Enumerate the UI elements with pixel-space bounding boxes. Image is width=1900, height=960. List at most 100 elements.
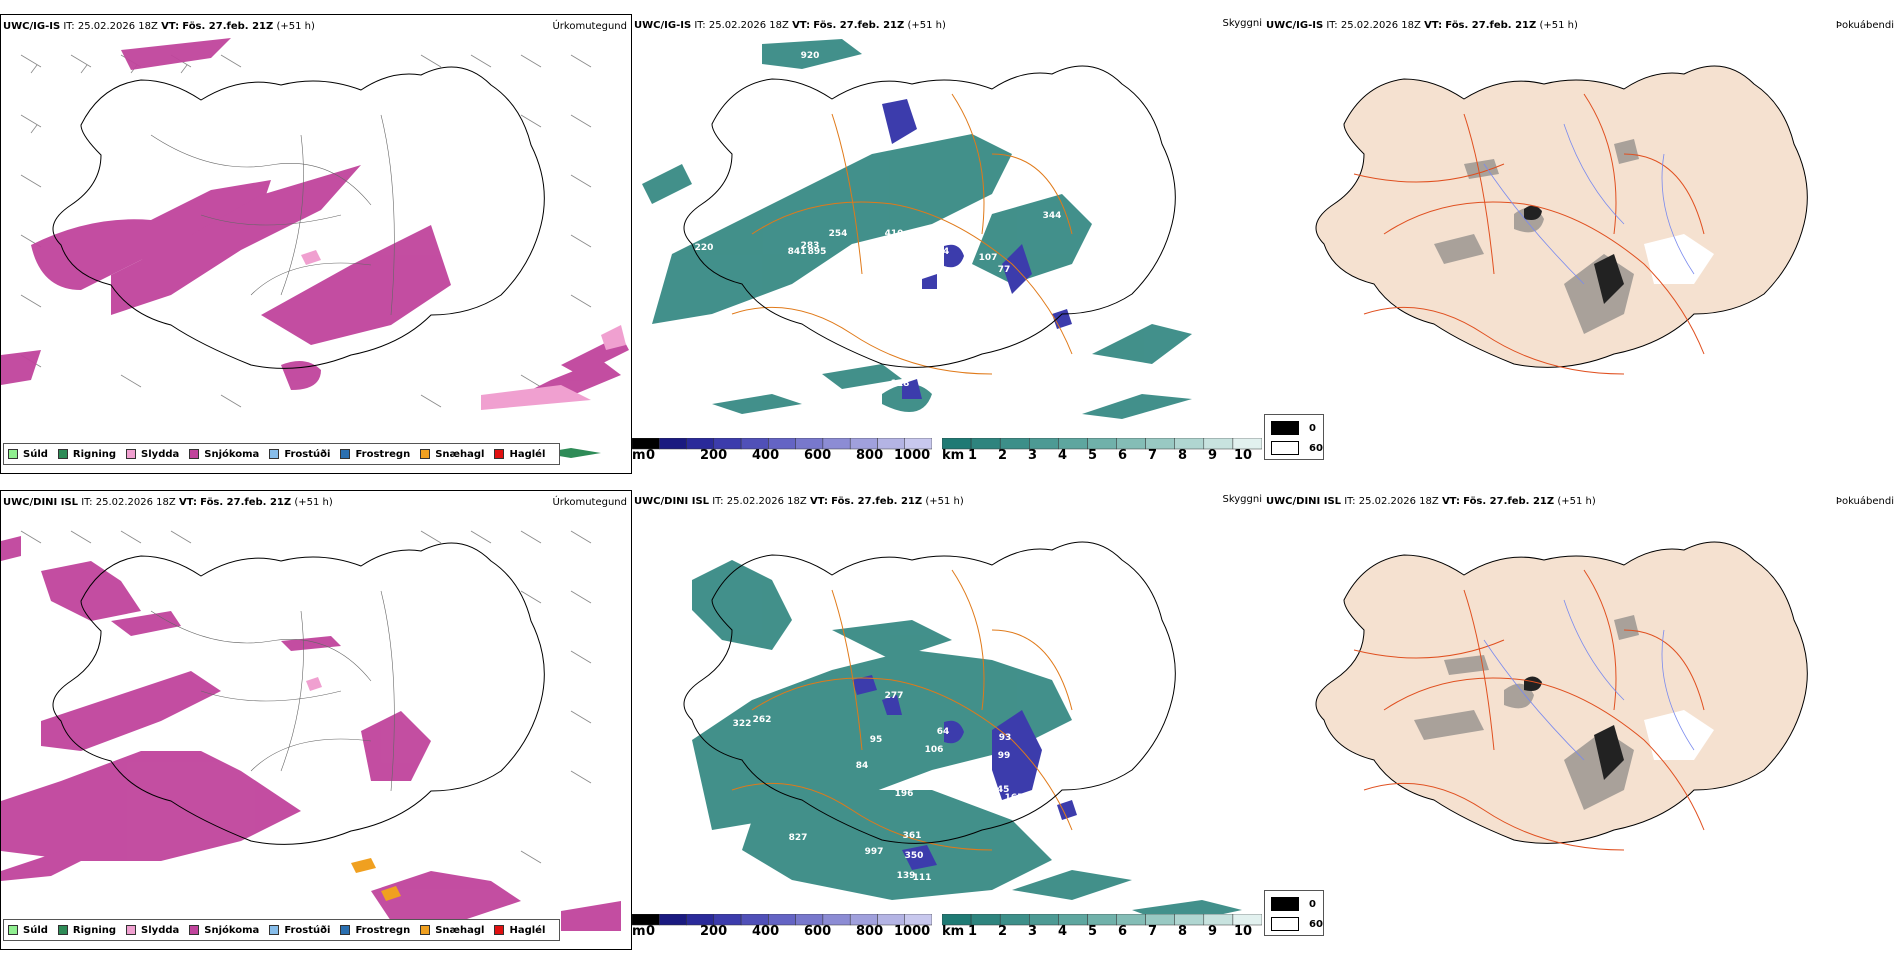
panel-title: UWC/DINI ISL IT: 25.02.2026 18Z VT: Fös.…: [634, 496, 964, 507]
cloud-tick: 600: [804, 448, 832, 463]
visibility-unit: km: [942, 924, 965, 939]
fog-map: [1315, 541, 1808, 851]
vis-tick: 6: [1118, 448, 1128, 463]
panel-title: UWC/IG-IS IT: 25.02.2026 18Z VT: Fös. 27…: [3, 21, 315, 32]
value-label: 165: [1005, 793, 1024, 803]
vis-tick: 8: [1178, 924, 1188, 939]
panel-title: UWC/DINI ISL IT: 25.02.2026 18Z VT: Fös.…: [1266, 496, 1596, 507]
colorbar-segment: [659, 913, 687, 926]
legend-item: Snæhagl: [420, 925, 484, 936]
vis-tick: 5: [1088, 924, 1098, 939]
legend-swatch-drizzle: [8, 449, 18, 459]
value-label: 283: [801, 241, 820, 251]
vis-tick: 9: [1208, 448, 1218, 463]
cloud-base-unit: m: [632, 924, 646, 939]
cloud-base-colorbar: m 0 200 400 600 800 1000: [632, 911, 933, 939]
value-label: 350: [905, 851, 924, 861]
legend-swatch-freezing-drizzle: [269, 449, 280, 459]
value-label: 185: [869, 253, 888, 263]
legend-swatch-snow: [189, 449, 200, 459]
value-label: 196: [895, 789, 914, 799]
value-label: 64: [937, 727, 950, 737]
value-label: 254: [829, 229, 848, 239]
fog-legend-row: 0: [1271, 897, 1316, 911]
legend-item: Frostregn: [340, 925, 410, 936]
legend-item: Snjókoma: [189, 449, 259, 460]
vis-tick: 2: [998, 924, 1008, 939]
legend-swatch-snow: [189, 925, 200, 935]
legend-swatch-rain: [57, 449, 68, 459]
cloud-tick: 600: [804, 924, 832, 939]
legend-swatch-sleet: [126, 449, 137, 459]
value-label: 111: [913, 873, 932, 883]
value-label: 361: [903, 831, 922, 841]
legend-swatch-freezing-rain: [340, 449, 351, 459]
value-label: 118: [891, 379, 910, 389]
value-label: 64: [937, 247, 950, 257]
value-label: 77: [998, 265, 1011, 275]
fog-indicator-panel: UWC/IG-IS IT: 25.02.2026 18Z VT: Fös. 27…: [1264, 14, 1900, 474]
cloud-tick: 200: [700, 924, 728, 939]
legend-item: Frostúði: [269, 925, 330, 936]
visibility-colorbar: km 1 2 3 4 5 6 7 8 9 10: [941, 911, 1263, 939]
precip-type-panel: UWC/DINI ISL IT: 25.02.2026 18Z VT: Fös.…: [0, 490, 632, 950]
value-label: 320: [885, 341, 904, 351]
cloud-tick: 0: [646, 924, 656, 939]
cloud-tick: 400: [752, 448, 780, 463]
fog-legend-row: 60: [1271, 441, 1323, 455]
value-label: 841: [788, 247, 807, 257]
fog-indicator-panel: UWC/DINI ISL IT: 25.02.2026 18Z VT: Fös.…: [1264, 490, 1900, 950]
legend-item: Súld: [8, 925, 48, 936]
fog-map: [1315, 65, 1808, 375]
value-label: 343: [909, 345, 928, 355]
cloud-tick: 400: [752, 924, 780, 939]
value-label: 344: [1043, 211, 1062, 221]
legend-item: Frostregn: [340, 449, 410, 460]
vis-tick: 10: [1234, 924, 1253, 939]
panel-type-label: Úrkomutegund: [552, 21, 627, 32]
panel-type-label: Þokuábendi: [1835, 496, 1894, 507]
legend-item: Snæhagl: [420, 449, 484, 460]
colorbar-segment: [659, 437, 687, 450]
visibility-bar: [941, 913, 1263, 926]
vis-tick: 1: [968, 924, 978, 939]
vis-tick: 4: [1058, 924, 1068, 939]
legend-swatch-hail: [494, 925, 505, 935]
vis-tick: 1: [968, 448, 978, 463]
value-label: 106: [925, 745, 944, 755]
panel-type-label: Skyggni: [1222, 18, 1262, 29]
visibility-panel: UWC/IG-IS IT: 25.02.2026 18Z VT: Fös. 27…: [632, 14, 1264, 474]
cloud-tick: 1000: [894, 448, 931, 463]
vis-tick: 6: [1118, 924, 1128, 939]
vis-tick: 3: [1028, 448, 1038, 463]
value-label: 139: [897, 871, 916, 881]
legend-item: Rigning: [57, 925, 116, 936]
value-label: 213: [887, 243, 906, 253]
forecast-row-top: UWC/IG-IS IT: 25.02.2026 18Z VT: Fös. 27…: [0, 14, 1900, 484]
cloud-base-unit: m: [632, 448, 646, 463]
fog-legend-row: 60: [1271, 917, 1323, 931]
legend-swatch-freezing-rain: [340, 925, 351, 935]
value-label: 400: [829, 299, 848, 309]
legend-swatch-snow-pellets: [420, 449, 431, 459]
cloud-tick: 1000: [894, 924, 931, 939]
value-label: 93: [999, 733, 1012, 743]
legend-item: Haglél: [494, 449, 545, 460]
legend-swatch-hail: [494, 449, 505, 459]
visibility-bar: [941, 437, 1263, 450]
value-label: 895: [808, 247, 827, 257]
value-label: 827: [789, 833, 808, 843]
value-label: 320: [837, 275, 856, 285]
vis-tick: 3: [1028, 924, 1038, 939]
vis-tick: 9: [1208, 924, 1218, 939]
fog-legend: 0 60: [1264, 414, 1324, 460]
legend-item: Snjókoma: [189, 925, 259, 936]
panel-type-label: Úrkomutegund: [552, 497, 627, 508]
value-label: 220: [695, 243, 714, 253]
legend-item: Slydda: [126, 449, 179, 460]
precip-type-panel: UWC/IG-IS IT: 25.02.2026 18Z VT: Fös. 27…: [0, 14, 632, 474]
